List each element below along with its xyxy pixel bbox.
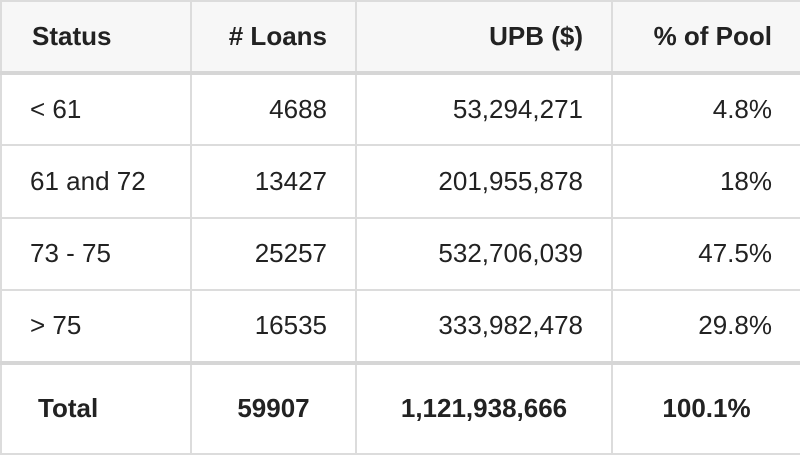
cell-loans: 25257 — [190, 216, 357, 292]
cell-pool-percent: 18% — [611, 144, 800, 219]
cell-loans: 16535 — [190, 289, 357, 364]
cell-status: > 75 — [0, 289, 192, 364]
table-row: > 75 16535 333,982,478 29.8% — [0, 289, 800, 364]
total-label: Total — [0, 360, 192, 455]
total-upb: 1,121,938,666 — [355, 360, 613, 455]
header-loans: # Loans — [190, 0, 357, 75]
table-row: 73 - 75 25257 532,706,039 47.5% — [0, 216, 800, 292]
table-row: 61 and 72 13427 201,955,878 18% — [0, 144, 800, 219]
cell-pool-percent: 47.5% — [611, 216, 800, 292]
cell-loans: 4688 — [190, 71, 357, 147]
table-body: < 61 4688 53,294,271 4.8% 61 and 72 1342… — [0, 71, 800, 455]
cell-status: 73 - 75 — [0, 216, 192, 292]
table-header: Status # Loans UPB ($) % of Pool — [0, 0, 800, 75]
header-upb: UPB ($) — [355, 0, 613, 75]
total-pool-percent: 100.1% — [611, 360, 800, 455]
table-row: < 61 4688 53,294,271 4.8% — [0, 71, 800, 147]
header-row: Status # Loans UPB ($) % of Pool — [0, 0, 800, 75]
total-row: Total 59907 1,121,938,666 100.1% — [0, 360, 800, 455]
cell-upb: 532,706,039 — [355, 216, 613, 292]
cell-upb: 333,982,478 — [355, 289, 613, 364]
cell-status: 61 and 72 — [0, 144, 192, 219]
cell-loans: 13427 — [190, 144, 357, 219]
cell-upb: 53,294,271 — [355, 71, 613, 147]
header-status: Status — [0, 0, 192, 75]
cell-pool-percent: 4.8% — [611, 71, 800, 147]
cell-pool-percent: 29.8% — [611, 289, 800, 364]
cell-upb: 201,955,878 — [355, 144, 613, 219]
header-pool-percent: % of Pool — [611, 0, 800, 75]
cell-status: < 61 — [0, 71, 192, 147]
total-loans: 59907 — [190, 360, 357, 455]
